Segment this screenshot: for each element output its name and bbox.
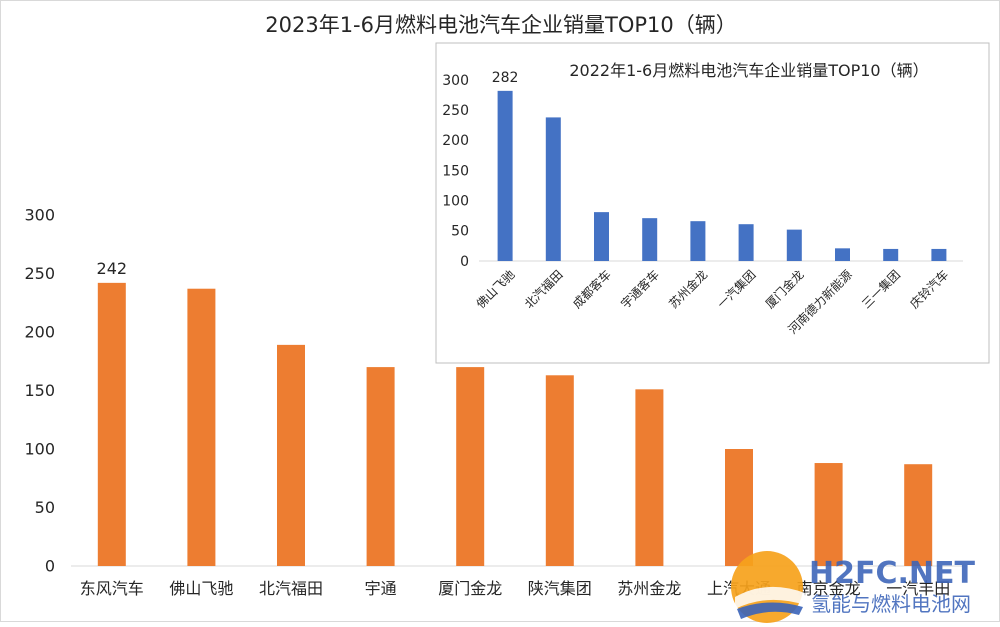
inset-y-tick-label: 50 <box>451 224 469 240</box>
main-y-tick-label: 100 <box>24 440 55 459</box>
main-y-tick-label: 250 <box>24 264 55 283</box>
watermark-wave-blue-icon <box>737 602 803 619</box>
main-bar <box>635 389 664 566</box>
main-bar <box>456 367 485 566</box>
watermark-logo: H2FC.NET 氢能与燃料电池网 <box>731 551 975 623</box>
inset-y-tick-label: 250 <box>442 103 469 119</box>
inset-chart-title: 2022年1-6月燃料电池汽车企业销量TOP10（辆） <box>569 61 928 80</box>
main-x-tick-label: 苏州金龙 <box>617 579 681 598</box>
inset-data-labels: 282 <box>492 70 519 86</box>
inset-y-tick-label: 200 <box>442 133 469 149</box>
inset-y-tick-label: 0 <box>460 254 469 270</box>
main-data-label: 242 <box>97 259 128 278</box>
main-chart: 2023年1-6月燃料电池汽车企业销量TOP10（辆） 0 50 100 150 200… <box>24 13 963 598</box>
inset-chart-frame <box>435 42 990 364</box>
main-x-tick-label: 北汽福田 <box>259 579 323 598</box>
inset-bar <box>835 248 850 261</box>
inset-bars <box>497 90 947 261</box>
main-bars <box>97 282 933 566</box>
main-y-tick-label: 0 <box>45 557 55 576</box>
watermark-brand: H2FC.NET <box>809 556 975 591</box>
inset-bar <box>931 248 947 261</box>
main-bar <box>187 288 216 566</box>
main-bar <box>277 344 305 566</box>
main-x-tick-label: 佛山飞驰 <box>169 579 233 598</box>
inset-bar <box>738 224 754 261</box>
watermark-tagline: 氢能与燃料电池网 <box>811 592 971 616</box>
inset-y-tick-label: 100 <box>442 194 469 210</box>
inset-bar <box>545 117 561 261</box>
main-y-tick-label: 200 <box>24 323 55 342</box>
main-x-tick-label: 一汽丰田 <box>886 579 950 598</box>
main-y-tick-label: 50 <box>35 498 55 517</box>
main-x-tick-label: 陕汽集团 <box>528 579 592 598</box>
main-y-axis: 0 50 100 150 200 250 300 <box>24 206 55 576</box>
inset-y-tick-label: 300 <box>442 73 469 89</box>
main-y-tick-label: 300 <box>24 206 55 225</box>
inset-data-label: 282 <box>492 70 519 86</box>
main-x-tick-label: 南京金龙 <box>797 579 861 598</box>
main-data-labels: 242 <box>97 259 128 278</box>
main-bar <box>366 367 395 566</box>
inset-bar <box>883 248 899 261</box>
main-bar <box>97 282 126 566</box>
main-chart-title: 2023年1-6月燃料电池汽车企业销量TOP10（辆） <box>265 13 736 37</box>
inset-chart: 2022年1-6月燃料电池汽车企业销量TOP10（辆） 0 50 100 150 200… <box>435 42 990 364</box>
watermark-wave-icon <box>735 586 805 609</box>
main-x-tick-label: 东风汽车 <box>80 579 144 598</box>
inset-bar <box>690 221 706 261</box>
inset-y-axis: 0 50 100 150 200 250 300 <box>442 73 469 270</box>
main-bar <box>725 449 753 566</box>
inset-y-tick-label: 150 <box>442 163 469 179</box>
inset-bar <box>497 90 513 261</box>
main-y-tick-label: 150 <box>24 381 55 400</box>
main-x-tick-label: 宇通 <box>365 579 397 598</box>
main-bar <box>545 375 574 566</box>
inset-bar <box>642 218 658 261</box>
inset-bar <box>594 212 609 261</box>
main-x-tick-label: 厦门金龙 <box>438 579 502 598</box>
main-bar <box>904 464 933 566</box>
main-bar <box>814 463 843 566</box>
inset-bar <box>786 229 802 261</box>
